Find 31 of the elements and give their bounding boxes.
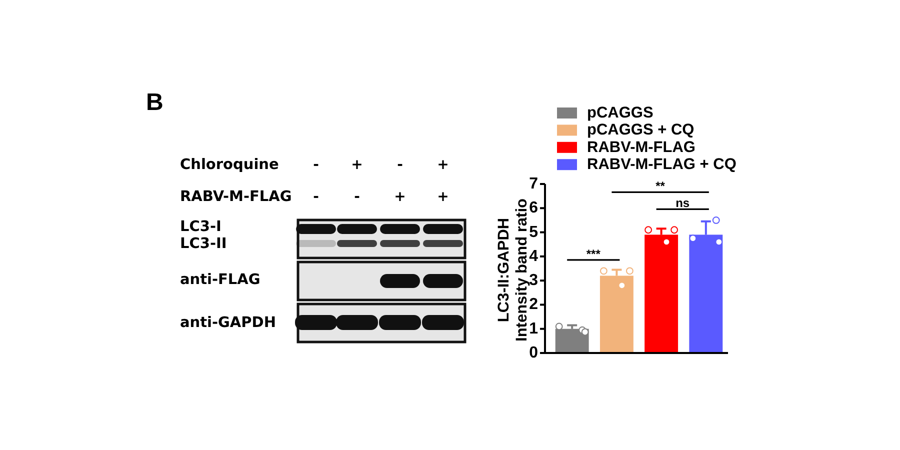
text: +: [394, 189, 406, 205]
y-tick-label: 6: [529, 200, 538, 217]
text: LC3-I: [180, 219, 222, 235]
text: -: [397, 157, 404, 173]
text: +: [351, 157, 363, 173]
legend-label: pCAGGS + CQ: [587, 122, 694, 139]
y-tick-label: 3: [529, 272, 538, 290]
text: B: [146, 89, 164, 116]
annotation: **: [656, 179, 666, 194]
legend-label: RABV-M-FLAG + CQ: [587, 156, 736, 174]
text: LC3-II: [180, 236, 227, 252]
annotation: ***: [586, 246, 601, 261]
text: +: [437, 157, 449, 173]
annotation: ns: [676, 196, 690, 210]
text: anti-GAPDH: [180, 315, 276, 331]
y-axis-title: LC3-II:GAPDH Intensity band ratio: [496, 198, 530, 342]
y-tick-label: 2: [529, 296, 538, 314]
legend-label: RABV-M-FLAG: [587, 138, 696, 156]
y-tick-label: 1: [529, 320, 538, 338]
text: -: [313, 189, 320, 205]
text: Chloroquine: [180, 157, 280, 173]
text: +: [437, 189, 449, 205]
text: anti-FLAG: [180, 272, 260, 288]
y-tick-label: 7: [529, 176, 538, 192]
text: RABV-M-FLAG: [180, 189, 292, 205]
y-tick-label: 5: [529, 224, 538, 241]
y-tick-label: 0: [529, 344, 538, 362]
y-tick-label: 4: [529, 248, 538, 265]
legend-label: pCAGGS: [587, 104, 654, 122]
text: -: [354, 189, 360, 205]
text: -: [313, 157, 320, 173]
